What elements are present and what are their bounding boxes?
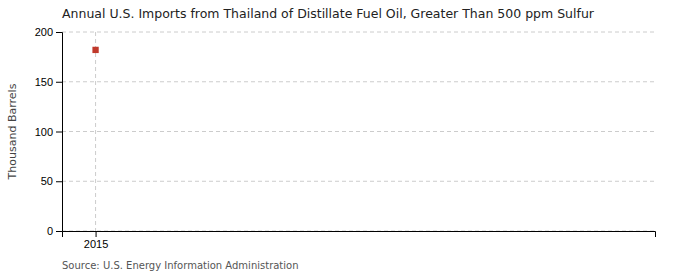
tick-label: 200 (35, 26, 53, 38)
grid-line-x (95, 32, 96, 231)
chart-title: Annual U.S. Imports from Thailand of Dis… (62, 6, 595, 21)
plot-area: 2015 0 50 100 150 200 (35, 26, 656, 250)
tick-mark (56, 82, 62, 83)
grid-line-y (62, 181, 655, 182)
tick-label: 100 (35, 126, 53, 138)
tick: 100 (35, 126, 62, 138)
tick: 200 (35, 26, 62, 38)
axis-line (63, 232, 656, 238)
axis-line (56, 33, 63, 232)
tick-mark (56, 132, 62, 133)
data-point (92, 47, 98, 53)
tick-label: 2015 (84, 238, 108, 250)
y-axis: 0 50 100 150 200 (35, 26, 63, 237)
tick-label: 0 (47, 225, 53, 237)
grid-line-y (62, 81, 655, 82)
source-note: Source: U.S. Energy Information Administ… (62, 260, 299, 271)
tick-mark (56, 32, 62, 33)
y-axis-label: Thousand Barrels (6, 83, 19, 180)
grid-line-y (62, 131, 655, 132)
tick: 50 (41, 175, 62, 187)
tick-mark (56, 181, 62, 182)
grid-line-y (62, 32, 655, 33)
tick: 0 (47, 225, 62, 237)
tick-mark (96, 231, 97, 237)
chart-svg: 2015 0 50 100 150 200 Annual U.S. Imports from… (0, 0, 675, 275)
tick-mark (56, 231, 62, 232)
tick-label: 150 (35, 76, 53, 88)
tick: 150 (35, 76, 62, 88)
tick-label: 50 (41, 175, 53, 187)
tick: 2015 (84, 231, 108, 250)
grid (62, 32, 655, 231)
x-axis: 2015 (63, 231, 656, 250)
chart-container: 2015 0 50 100 150 200 Annual U.S. Imports from… (0, 0, 675, 275)
marks (92, 47, 98, 53)
